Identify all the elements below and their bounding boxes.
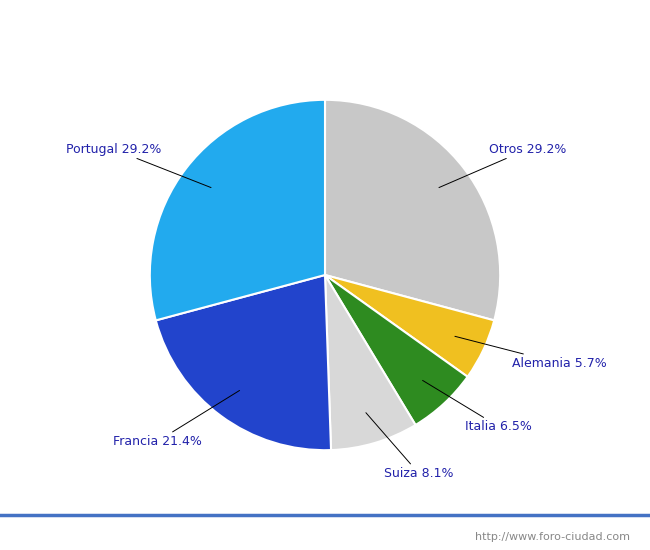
Text: Alemania 5.7%: Alemania 5.7% xyxy=(455,336,606,370)
Text: Suiza 8.1%: Suiza 8.1% xyxy=(366,412,453,480)
Wedge shape xyxy=(325,275,467,425)
Wedge shape xyxy=(325,275,415,450)
Wedge shape xyxy=(156,275,331,450)
Text: http://www.foro-ciudad.com: http://www.foro-ciudad.com xyxy=(476,531,630,542)
Wedge shape xyxy=(325,100,500,321)
Wedge shape xyxy=(325,275,494,377)
Wedge shape xyxy=(150,100,325,321)
Text: Otros 29.2%: Otros 29.2% xyxy=(439,142,566,188)
Text: Coria - Turistas extranjeros según país - Agosto de 2024: Coria - Turistas extranjeros según país … xyxy=(81,10,569,29)
Text: Italia 6.5%: Italia 6.5% xyxy=(422,381,532,433)
Text: Francia 21.4%: Francia 21.4% xyxy=(113,390,240,448)
Text: Portugal 29.2%: Portugal 29.2% xyxy=(66,142,211,188)
